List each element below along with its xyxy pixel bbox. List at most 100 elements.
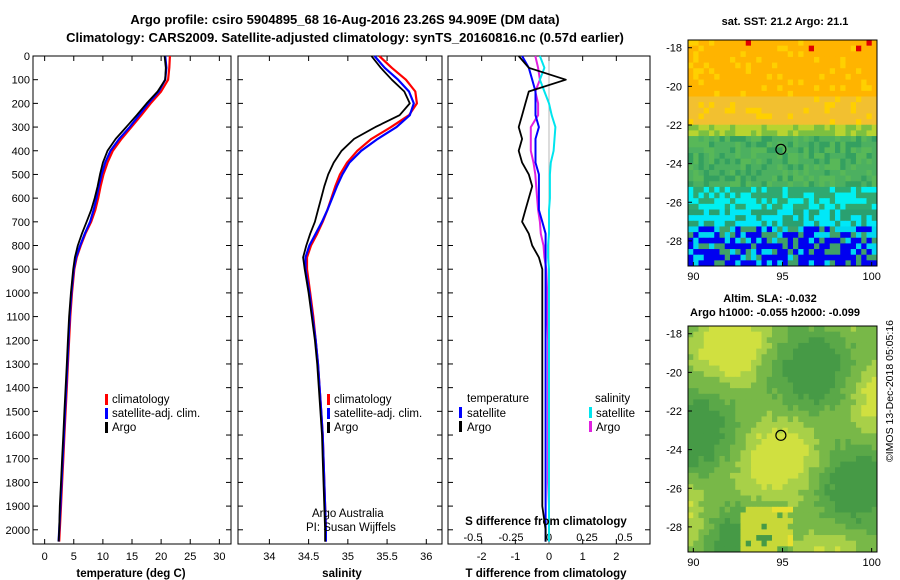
- map-cell: [861, 359, 867, 366]
- map-cell: [782, 427, 789, 434]
- map-cell: [866, 220, 873, 227]
- map-cell: [745, 192, 752, 199]
- map-cell: [740, 455, 747, 462]
- map-cell: [840, 450, 846, 457]
- map-cell: [835, 393, 841, 400]
- map-cell: [709, 130, 715, 137]
- map-cell: [803, 153, 810, 160]
- map-cell: [808, 455, 815, 462]
- map-cell: [766, 388, 773, 395]
- map-cell: [777, 365, 783, 372]
- map-cell: [735, 113, 741, 120]
- map-cell: [845, 512, 852, 519]
- map-cell: [740, 433, 747, 440]
- map-cell: [819, 422, 825, 429]
- map-cell: [698, 478, 705, 485]
- map-cell: [871, 433, 878, 440]
- map-cell: [740, 153, 747, 160]
- map-cell: [808, 495, 815, 502]
- map-cell: [782, 455, 789, 462]
- map-cell: [793, 518, 799, 525]
- map-cell: [698, 501, 705, 508]
- map-cell: [866, 209, 873, 216]
- map-cell: [756, 153, 762, 160]
- map-cell: [787, 124, 794, 131]
- map-cell: [724, 68, 731, 75]
- map-cell: [866, 169, 873, 176]
- map-cell: [861, 393, 867, 400]
- map-cell: [856, 73, 862, 80]
- map-cell: [793, 203, 799, 210]
- map-cell: [698, 40, 705, 47]
- map-cell: [740, 495, 747, 502]
- map-cell: [840, 433, 846, 440]
- map-cell: [698, 523, 705, 530]
- map-cell: [751, 130, 757, 137]
- map-cell: [761, 40, 768, 47]
- map-cell: [845, 90, 852, 97]
- map-cell: [798, 186, 804, 193]
- map-cell: [787, 489, 794, 496]
- map-cell: [803, 45, 810, 52]
- map-cell: [719, 512, 726, 519]
- map-cell: [793, 215, 799, 222]
- map-cell: [856, 427, 862, 434]
- map-cell: [803, 51, 810, 58]
- map-cell: [866, 495, 873, 502]
- map-cell: [745, 124, 752, 131]
- map-cell: [756, 461, 762, 468]
- map-cell: [803, 439, 810, 446]
- map-cell: [761, 215, 768, 222]
- map-cell: [850, 444, 857, 451]
- map-cell: [714, 237, 720, 244]
- map-cell: [829, 226, 836, 233]
- map-cell: [808, 90, 815, 97]
- map-cell: [814, 529, 820, 536]
- map-cell: [688, 226, 694, 233]
- map-cell: [756, 393, 762, 400]
- map-cell: [824, 203, 831, 210]
- map-cell: [861, 416, 867, 423]
- map-cell: [782, 169, 789, 176]
- map-cell: [782, 220, 789, 227]
- map-cell: [861, 107, 867, 114]
- map-cell: [829, 484, 836, 491]
- map-cell: [709, 164, 715, 171]
- map-cell: [856, 79, 862, 86]
- map-cell: [709, 186, 715, 193]
- map-cell: [840, 254, 846, 261]
- map-cell: [793, 62, 799, 69]
- map-cell: [724, 164, 731, 171]
- map-cell: [709, 439, 715, 446]
- map-cell: [724, 260, 731, 267]
- map-cell: [730, 546, 736, 553]
- map-cell: [714, 393, 720, 400]
- map-cell: [829, 444, 836, 451]
- map-cell: [724, 147, 731, 154]
- map-cell: [719, 73, 726, 80]
- map-cell: [866, 382, 873, 389]
- map-cell: [709, 506, 715, 513]
- map-cell: [871, 461, 878, 468]
- map-cell: [793, 540, 799, 547]
- map-cell: [777, 102, 783, 109]
- map-cell: [703, 433, 710, 440]
- map-cell: [814, 518, 820, 525]
- map-cell: [803, 478, 810, 485]
- map-cell: [866, 107, 873, 114]
- map-cell: [814, 450, 820, 457]
- map-cell: [688, 153, 694, 160]
- map-cell: [798, 495, 804, 502]
- map-cell: [798, 181, 804, 188]
- map-cell: [787, 113, 794, 120]
- map-cell: [714, 467, 720, 474]
- map-cell: [688, 540, 694, 547]
- map-cell: [688, 484, 694, 491]
- map-cell: [835, 79, 841, 86]
- map-cell: [808, 439, 815, 446]
- map-cell: [693, 399, 699, 406]
- map-cell: [761, 203, 768, 210]
- map-cell: [871, 371, 878, 378]
- map-cell: [787, 478, 794, 485]
